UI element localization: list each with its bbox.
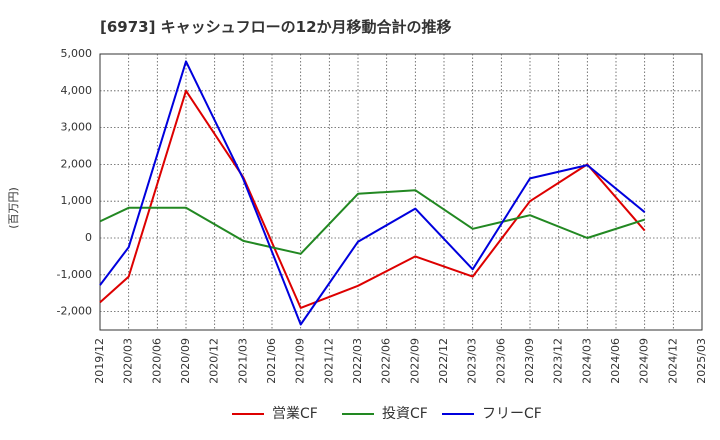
x-tick-label: 2023/03 (466, 338, 479, 384)
series-line (99, 89, 646, 309)
x-tick-label: 2023/09 (523, 338, 536, 384)
x-tick-label: 2021/03 (236, 338, 249, 384)
chart-title: [6973] キャッシュフローの12か月移動合計の推移 (100, 18, 452, 36)
y-tick-label: -1,000 (57, 268, 92, 281)
x-tick-label: 2020/03 (122, 338, 135, 384)
y-tick-label: 3,000 (61, 121, 93, 134)
x-tick-label: 2024/06 (609, 338, 622, 384)
y-tick-label: 4,000 (61, 84, 93, 97)
x-tick-label: 2023/12 (552, 338, 565, 384)
x-tick-label: 2022/03 (351, 338, 364, 384)
x-tick-label: 2024/09 (638, 338, 651, 384)
legend-label: フリーCF (482, 406, 542, 422)
y-axis-label-text: (百万円) (7, 187, 20, 229)
legend-label: 営業CF (272, 406, 318, 422)
x-tick-label: 2024/12 (666, 338, 679, 384)
x-tick-label: 2021/06 (265, 338, 278, 384)
x-tick-label: 2020/06 (150, 338, 163, 384)
y-tick-label: 1,000 (61, 194, 93, 207)
plot-area (99, 53, 703, 331)
x-tick-label: 2021/12 (322, 338, 335, 384)
y-tick-label: 2,000 (61, 157, 93, 170)
x-tick-label: 2020/12 (208, 338, 221, 384)
x-tick-label: 2020/09 (179, 338, 192, 384)
x-tick-label: 2025/03 (695, 338, 708, 384)
x-tick-label: 2019/12 (93, 338, 106, 384)
y-tick-label: 0 (85, 231, 92, 244)
y-tick-label: -2,000 (57, 305, 92, 318)
x-tick-label: 2024/03 (580, 338, 593, 384)
x-tick-label: 2022/06 (380, 338, 393, 384)
x-tick-label: 2023/06 (494, 338, 507, 384)
y-axis-label: (百万円) (7, 187, 20, 229)
legend-label: 投資CF (382, 406, 428, 422)
y-tick-label: 5,000 (61, 47, 93, 60)
x-tick-label: 2022/12 (437, 338, 450, 384)
series-line (99, 189, 646, 255)
series-line (99, 60, 646, 326)
x-tick-label: 2022/09 (408, 338, 421, 384)
x-tick-label: 2021/09 (294, 338, 307, 384)
